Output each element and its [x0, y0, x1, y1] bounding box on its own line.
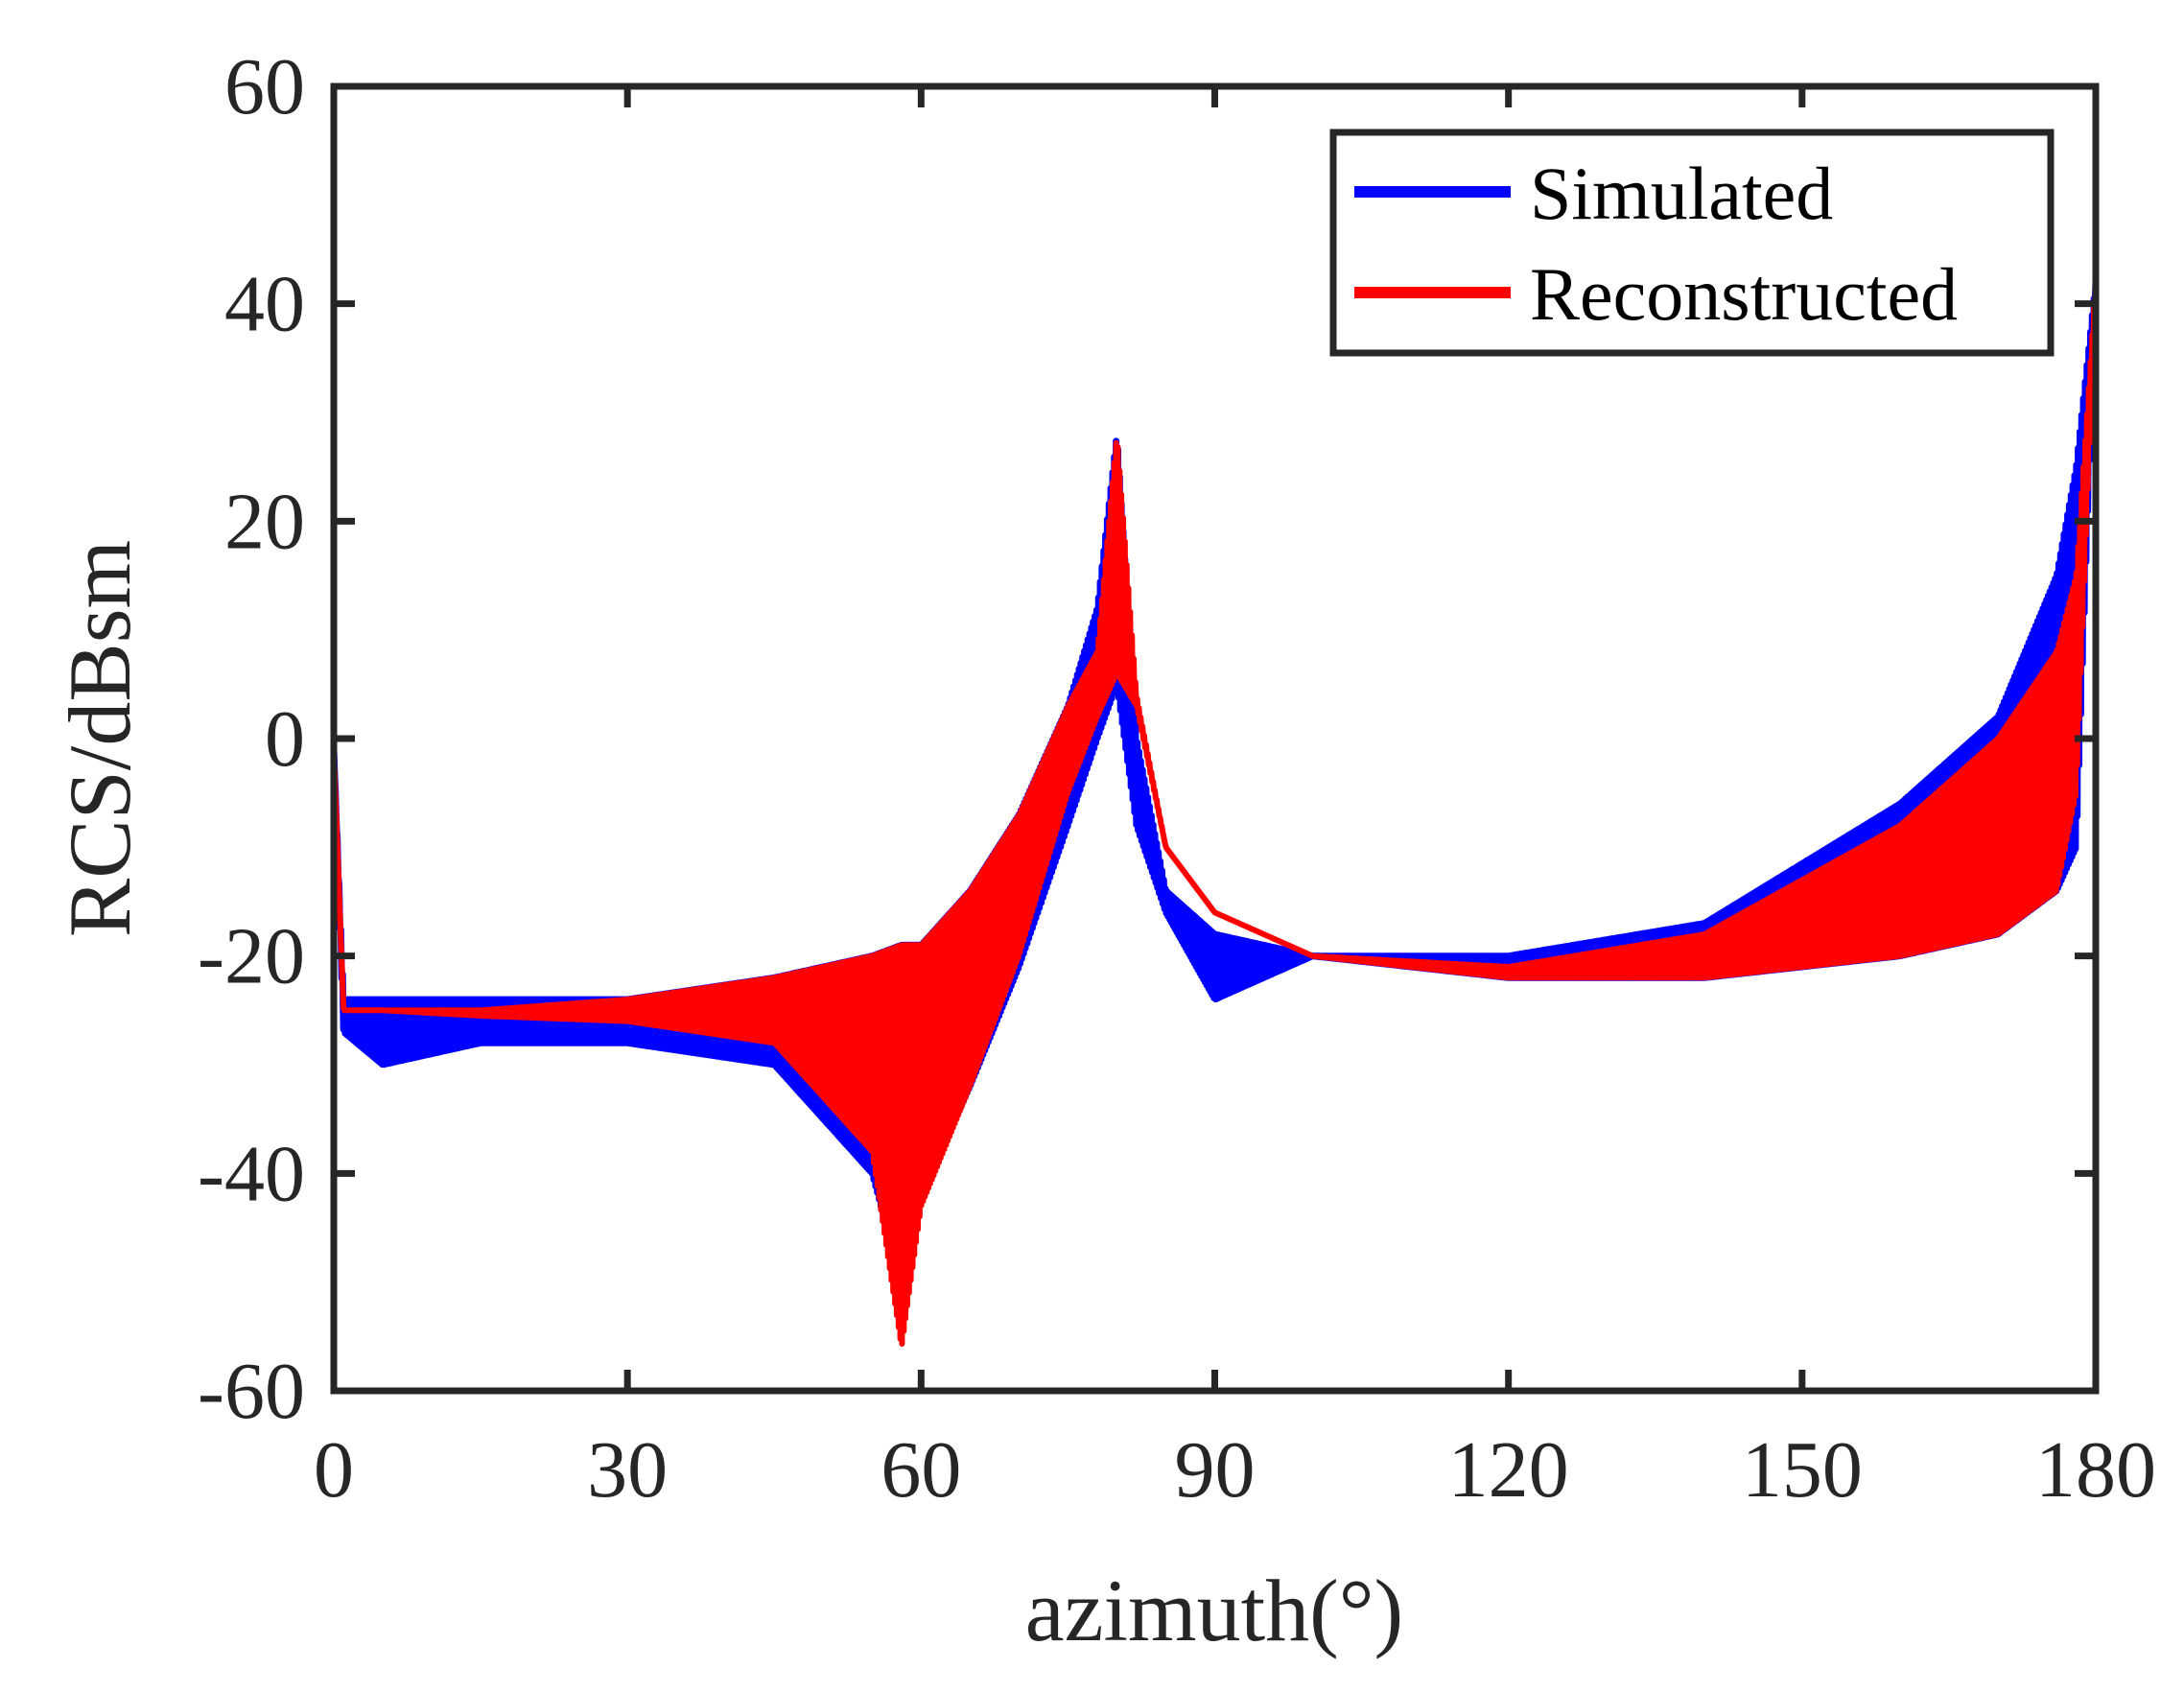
y-tick-label: 60: [224, 42, 305, 131]
x-tick-label: 60: [881, 1425, 961, 1515]
x-tick-label: 180: [2035, 1425, 2156, 1515]
x-tick-label: 150: [1742, 1425, 1863, 1515]
plot-area: [334, 281, 2096, 1347]
x-axis-label: azimuth(°): [1025, 1562, 1403, 1659]
x-tick-label: 30: [587, 1425, 668, 1515]
y-tick-label: 0: [265, 694, 305, 784]
legend-label-reconstructed: Reconstructed: [1530, 252, 1958, 336]
y-tick-label: -40: [198, 1129, 305, 1218]
legend-box: [1329, 129, 2055, 357]
series-line-reconstructed: [334, 281, 2096, 1347]
legend-label-simulated: Simulated: [1530, 152, 1833, 235]
legend: Simulated Reconstructed: [1329, 129, 2055, 357]
x-tick-label: 0: [314, 1425, 354, 1515]
y-tick-label: -60: [198, 1347, 305, 1436]
y-axis-label: RCS/dBsm: [51, 540, 149, 937]
x-tick-label: 120: [1448, 1425, 1569, 1515]
y-tick-label: 40: [224, 260, 305, 349]
y-tick-label: 20: [224, 477, 305, 566]
x-tick-label: 90: [1175, 1425, 1256, 1515]
y-tick-label: -20: [198, 912, 305, 1001]
